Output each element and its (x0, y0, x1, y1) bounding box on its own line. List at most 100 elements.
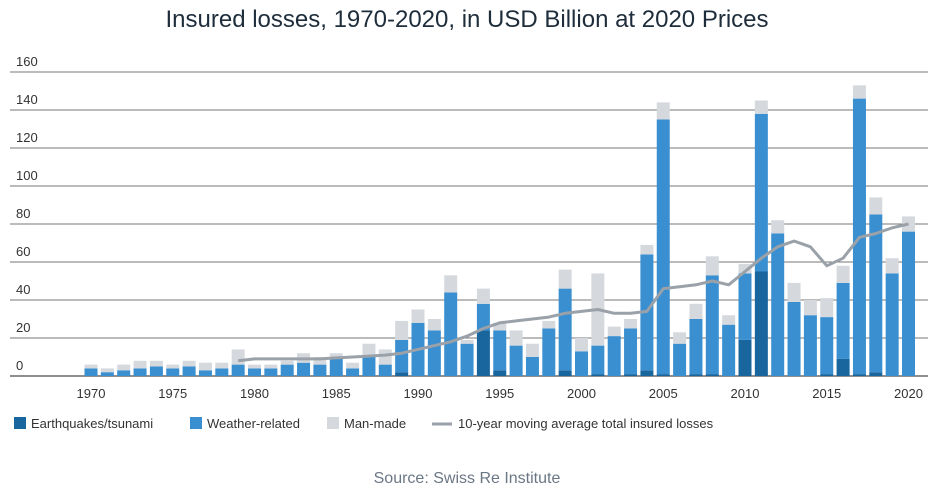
bar-segment (705, 374, 719, 376)
bar-segment (378, 349, 392, 365)
bar-segment (231, 364, 245, 376)
y-tick-label: 20 (16, 320, 30, 335)
legend-label: Earthquakes/tsunami (31, 416, 153, 431)
bar-segment (509, 330, 523, 346)
x-tick-label: 1970 (77, 386, 106, 401)
bar-segment (395, 372, 409, 376)
bar-segment (248, 368, 261, 376)
bar-segment (738, 263, 752, 274)
bar-segment (624, 319, 638, 329)
bar-segment (869, 214, 883, 373)
legend-label: Weather-related (207, 416, 300, 431)
bar-segment (166, 364, 180, 369)
bar-segment (84, 364, 98, 369)
bar-segment (558, 288, 572, 371)
bar-segment (869, 372, 883, 376)
bar-segment (329, 353, 343, 359)
bar-segment (640, 370, 654, 376)
bar-segment (215, 362, 229, 369)
bar-segment (754, 113, 768, 272)
bar-segment (476, 303, 490, 331)
bar-segment (673, 343, 687, 376)
bar-segment (100, 368, 114, 373)
bar-segment (869, 197, 883, 215)
bar-segment (575, 338, 588, 352)
bar-segment (689, 374, 703, 376)
bar-segment (803, 315, 817, 376)
bar-segment (771, 233, 785, 376)
bar-segment (460, 343, 474, 376)
bar-segment (182, 366, 196, 376)
bar-segment (182, 360, 196, 367)
bar-segment (558, 370, 572, 376)
bar-segment (787, 282, 801, 302)
bar-segment (787, 301, 801, 376)
bar-segment (149, 366, 163, 376)
x-tick-label: 1995 (485, 386, 514, 401)
bar-segment (493, 370, 507, 376)
bar-segment (280, 364, 294, 376)
bar-segment (362, 355, 376, 376)
bar-segment (166, 368, 180, 376)
bar-segment (346, 368, 360, 376)
bar-segment (885, 258, 899, 274)
bar-segment (362, 343, 376, 356)
x-tick-label: 2000 (567, 386, 596, 401)
bar-segment (640, 244, 654, 255)
bar-segment (264, 368, 278, 376)
bar-segment (149, 360, 163, 367)
legend-swatch (14, 417, 26, 429)
x-tick-label: 2005 (649, 386, 678, 401)
bar-segment (754, 100, 768, 114)
bar-segment (656, 102, 670, 120)
bar-segment (313, 357, 327, 365)
bar-segment (297, 362, 311, 376)
bar-segment (542, 328, 556, 376)
bar-segment (705, 275, 719, 375)
bar-segment (607, 336, 621, 376)
x-tick-label: 2020 (894, 386, 923, 401)
x-tick-label: 1975 (158, 386, 187, 401)
bar-segment (591, 374, 605, 376)
bar-segment (673, 332, 687, 344)
bar-segment (231, 349, 245, 365)
bar-segment (738, 339, 752, 376)
bar-segment (836, 358, 850, 376)
bar-segment (852, 374, 866, 376)
bar-segment (84, 368, 98, 376)
bar-segment (902, 231, 915, 376)
bar-segment (133, 360, 147, 369)
bar-segment (248, 364, 261, 369)
bar-segment (395, 320, 409, 340)
bar-segment (329, 358, 343, 376)
bar-segment (460, 339, 474, 344)
bar-segment (395, 339, 409, 373)
legend-swatch (327, 417, 339, 429)
bar-segment (444, 292, 458, 376)
bar-segment (444, 275, 458, 293)
bar-segment (280, 360, 294, 365)
bar-segment (820, 317, 834, 375)
bar-segment (820, 298, 834, 318)
bar-segment (836, 282, 850, 359)
bar-segment (722, 315, 736, 325)
bar-segment (346, 362, 360, 369)
y-tick-label: 60 (16, 244, 30, 259)
bar-segment (411, 309, 425, 323)
bar-segment (738, 273, 752, 340)
legend-label: 10-year moving average total insured los… (458, 416, 714, 431)
bar-segment (624, 374, 638, 376)
bar-segment (133, 368, 147, 376)
bar-segment (820, 374, 834, 376)
legend-swatch (190, 417, 202, 429)
bar-segment (476, 288, 490, 304)
bar-segment (509, 345, 523, 376)
chart-title: Insured losses, 1970-2020, in USD Billio… (165, 6, 769, 33)
bar-segment (493, 322, 507, 331)
legend-label: Man-made (344, 416, 406, 431)
bar-segment (689, 303, 703, 319)
y-tick-label: 100 (16, 168, 38, 183)
bar-segment (198, 362, 212, 371)
y-tick-label: 160 (16, 54, 38, 69)
